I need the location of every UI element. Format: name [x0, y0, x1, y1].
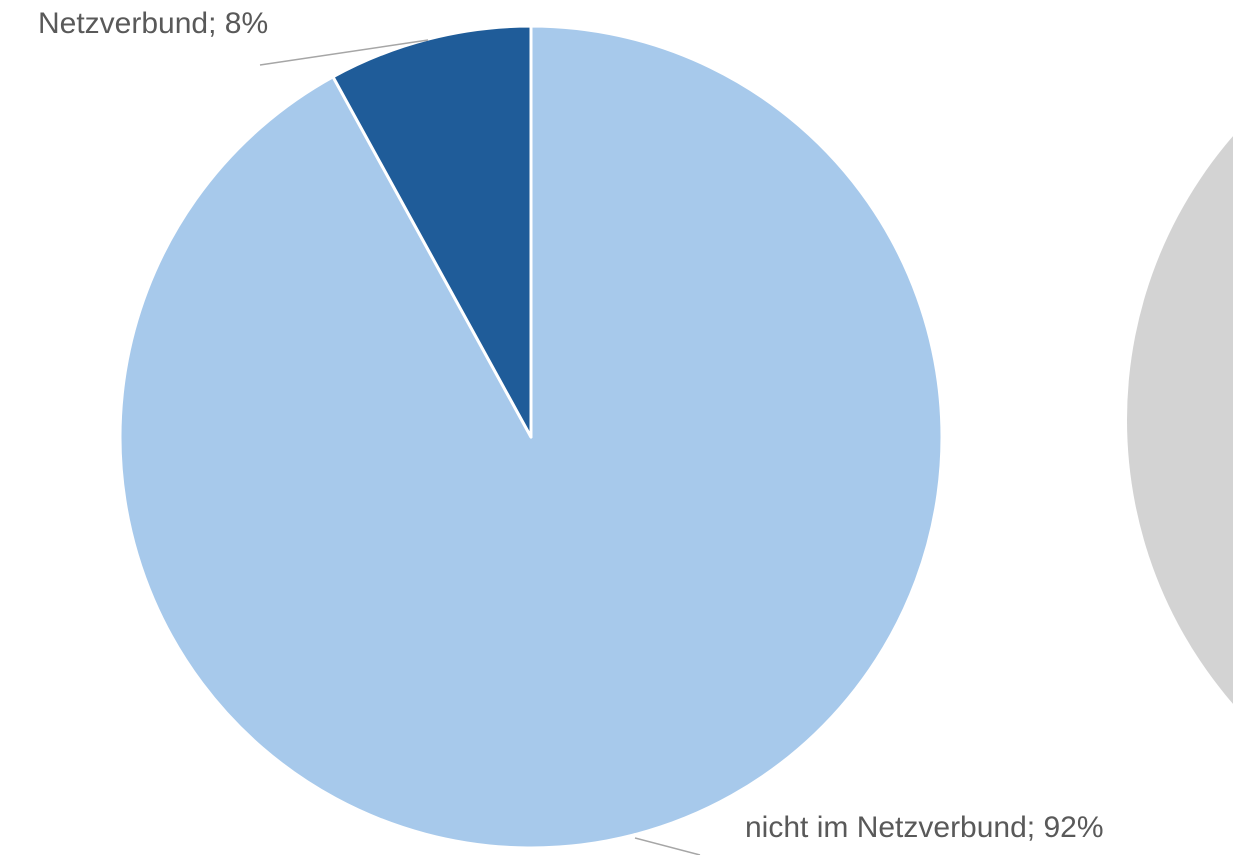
data-label: Netzverbund; 8%	[38, 7, 268, 40]
data-label: nicht im Netzverbund; 92%	[745, 811, 1104, 844]
leader-line	[259, 39, 429, 66]
leader-line	[634, 837, 701, 855]
partial-pie	[1127, 136, 1233, 704]
pie-slice	[331, 24, 533, 439]
